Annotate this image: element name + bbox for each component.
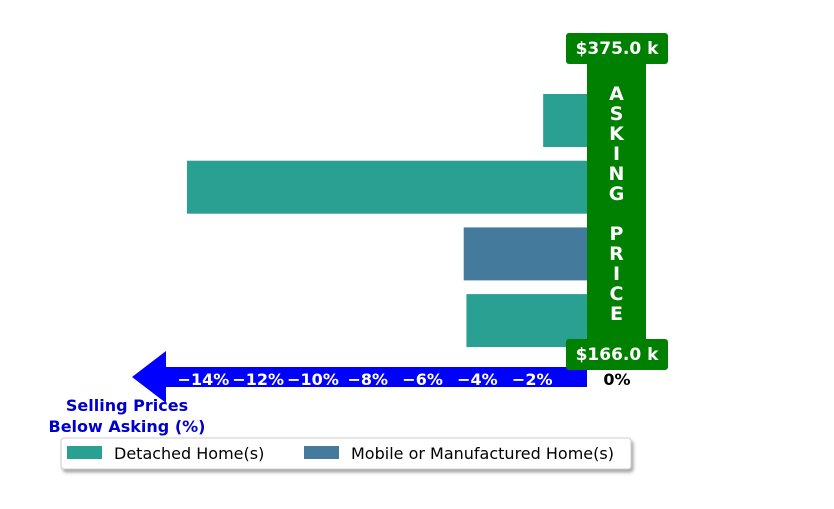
x-tick-label: −14% [178, 370, 230, 389]
x-axis-ticks: −14% −12% −10% −8% −6% −4% −2% 0% [178, 370, 631, 389]
bar-2 [186, 160, 587, 214]
x-tick-label: −4% [457, 370, 498, 389]
legend-swatch [304, 446, 339, 459]
x-tick-label: −6% [402, 370, 443, 389]
bar-1 [543, 94, 587, 147]
x-axis-arrow [132, 351, 587, 403]
bars-layer [186, 94, 587, 348]
asking-band-letter: C [610, 283, 624, 305]
asking-top-label: $375.0 k [576, 39, 660, 59]
x-axis-label-line: Selling Prices [66, 396, 188, 415]
asking-band-letter: N [609, 163, 625, 185]
legend-label: Mobile or Manufactured Home(s) [351, 444, 614, 463]
x-axis-label-line: Below Asking (%) [49, 417, 206, 436]
x-tick-label: −2% [512, 370, 553, 389]
legend: Detached Home(s) Mobile or Manufactured H… [60, 437, 632, 470]
x-tick-label: −12% [232, 370, 284, 389]
asking-bottom-label: $166.0 k [576, 345, 660, 365]
x-axis-arrow-shape [132, 351, 587, 403]
legend-swatch [67, 446, 102, 459]
asking-band-letter: I [613, 143, 620, 165]
asking-band-letter: E [610, 303, 623, 325]
bar-3 [463, 227, 587, 281]
asking-top-label-box [566, 33, 668, 64]
x-tick-label: −10% [287, 370, 339, 389]
asking-band-letter: R [609, 243, 624, 265]
asking-band-letter: I [613, 263, 620, 285]
bar-4 [466, 294, 587, 348]
legend-label: Detached Home(s) [114, 444, 264, 463]
asking-band-letter: K [609, 123, 625, 145]
asking-band-letter: P [610, 223, 624, 245]
asking-band-letter: S [610, 103, 624, 125]
asking-band-letter: A [609, 83, 624, 105]
x-axis-label: Selling Prices Below Asking (%) [49, 396, 206, 436]
asking-bottom-label-box [566, 339, 668, 370]
asking-band-bar [587, 60, 646, 348]
legend-box [60, 437, 632, 470]
x-tick-label: 0% [603, 370, 630, 389]
asking-band-letter: G [609, 183, 625, 205]
x-tick-label: −8% [348, 370, 389, 389]
